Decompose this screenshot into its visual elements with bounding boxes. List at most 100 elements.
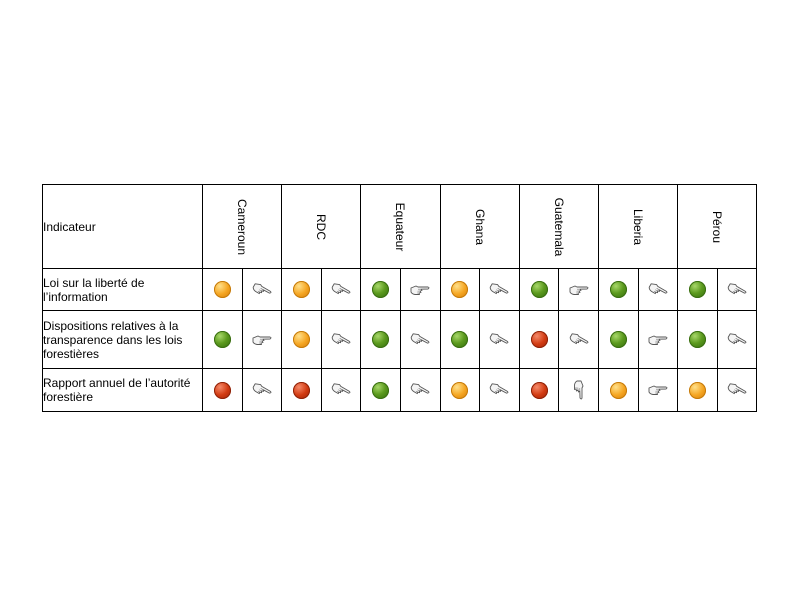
country-header-guatemala: Guatemala bbox=[518, 184, 599, 269]
table-row: Rapport annuel de l’autorité forestière bbox=[42, 368, 758, 412]
status-orange-dot-icon bbox=[292, 281, 310, 298]
trend-cell bbox=[399, 368, 441, 412]
status-green-dot-icon bbox=[688, 331, 706, 348]
country-label: Ghana bbox=[472, 208, 487, 245]
pointing-hand-icon bbox=[647, 280, 669, 300]
status-cell bbox=[202, 368, 243, 412]
country-header-rdc: RDC bbox=[281, 184, 362, 269]
pointing-hand-icon bbox=[568, 380, 590, 400]
pointing-hand-icon bbox=[568, 280, 590, 300]
status-green-dot-icon bbox=[688, 281, 706, 298]
trend-cell bbox=[558, 268, 599, 311]
status-cell bbox=[281, 268, 322, 311]
status-cell bbox=[281, 368, 322, 412]
status-green-dot-icon bbox=[609, 331, 627, 348]
pointing-hand-icon bbox=[726, 330, 748, 350]
table-row: Loi sur la liberté de l’information bbox=[42, 268, 758, 311]
status-cell bbox=[518, 268, 560, 311]
trend-cell bbox=[320, 368, 362, 412]
country-label: Liberia bbox=[631, 208, 646, 245]
trend-cell bbox=[637, 268, 679, 311]
status-cell bbox=[597, 368, 639, 412]
pointing-hand-icon bbox=[330, 380, 352, 400]
pointing-hand-icon bbox=[488, 280, 510, 300]
country-header-cameroun: Cameroun bbox=[201, 184, 283, 269]
pointing-hand-icon bbox=[251, 380, 273, 400]
status-cell bbox=[677, 268, 718, 311]
status-cell bbox=[597, 268, 639, 311]
country-label: Pérou bbox=[710, 210, 725, 243]
trend-cell bbox=[399, 268, 441, 311]
status-green-dot-icon bbox=[530, 281, 548, 298]
pointing-hand-icon bbox=[488, 380, 510, 400]
status-cell bbox=[202, 268, 243, 311]
country-header-perou: Pérou bbox=[677, 184, 758, 269]
pointing-hand-icon bbox=[726, 280, 748, 300]
country-label: Guatemala bbox=[551, 197, 566, 256]
status-green-dot-icon bbox=[372, 381, 390, 399]
trend-cell bbox=[320, 310, 362, 369]
status-orange-dot-icon bbox=[688, 381, 706, 399]
trend-cell bbox=[716, 268, 758, 311]
status-cell bbox=[439, 310, 481, 369]
status-orange-dot-icon bbox=[451, 381, 469, 399]
pointing-hand-icon bbox=[251, 280, 273, 300]
pointing-hand-icon bbox=[409, 380, 431, 400]
pointing-hand-icon bbox=[409, 280, 431, 300]
status-cell bbox=[518, 310, 560, 369]
pointing-hand-icon bbox=[409, 330, 431, 350]
trend-cell bbox=[558, 310, 599, 369]
status-orange-dot-icon bbox=[213, 281, 231, 298]
trend-cell bbox=[637, 368, 679, 412]
status-cell bbox=[677, 368, 718, 412]
country-label: Cameroun bbox=[235, 198, 250, 255]
trend-cell bbox=[558, 368, 599, 412]
status-green-dot-icon bbox=[451, 331, 469, 348]
status-red-dot-icon bbox=[292, 381, 310, 399]
status-orange-dot-icon bbox=[292, 331, 310, 348]
status-red-dot-icon bbox=[530, 331, 548, 348]
indicator-header: Indicateur bbox=[42, 184, 203, 269]
status-orange-dot-icon bbox=[451, 281, 469, 298]
status-green-dot-icon bbox=[372, 331, 390, 348]
row-indicator-label: Rapport annuel de l’autorité forestière bbox=[42, 368, 203, 412]
pointing-hand-icon bbox=[330, 280, 352, 300]
status-cell bbox=[360, 368, 401, 412]
status-cell bbox=[518, 368, 560, 412]
indicator-table: Indicateur Cameroun RDC Equateur Ghana G… bbox=[42, 184, 758, 412]
country-header-ghana: Ghana bbox=[439, 184, 520, 269]
country-header-equateur: Equateur bbox=[360, 184, 441, 269]
trend-cell bbox=[479, 368, 520, 412]
status-cell bbox=[597, 310, 639, 369]
trend-cell bbox=[716, 368, 758, 412]
status-orange-dot-icon bbox=[609, 381, 627, 399]
status-cell bbox=[439, 268, 481, 311]
status-red-dot-icon bbox=[530, 381, 548, 399]
table-body: Loi sur la liberté de l’information Dispo… bbox=[42, 268, 758, 412]
status-green-dot-icon bbox=[372, 281, 390, 298]
pointing-hand-icon bbox=[726, 380, 748, 400]
trend-cell bbox=[241, 368, 283, 412]
trend-cell bbox=[479, 310, 520, 369]
trend-cell bbox=[241, 310, 283, 369]
trend-cell bbox=[320, 268, 362, 311]
trend-cell bbox=[399, 310, 441, 369]
status-cell bbox=[360, 310, 401, 369]
status-cell bbox=[281, 310, 322, 369]
status-cell bbox=[202, 310, 243, 369]
trend-cell bbox=[241, 268, 283, 311]
country-label: RDC bbox=[314, 213, 329, 240]
status-green-dot-icon bbox=[213, 331, 231, 348]
row-indicator-label: Dispositions relatives à la transparence… bbox=[42, 310, 203, 369]
pointing-hand-icon bbox=[568, 330, 590, 350]
pointing-hand-icon bbox=[251, 330, 273, 350]
header-row: Indicateur Cameroun RDC Equateur Ghana G… bbox=[42, 184, 758, 269]
trend-cell bbox=[637, 310, 679, 369]
pointing-hand-icon bbox=[488, 330, 510, 350]
pointing-hand-icon bbox=[647, 330, 669, 350]
status-cell bbox=[439, 368, 481, 412]
status-cell bbox=[360, 268, 401, 311]
status-green-dot-icon bbox=[609, 281, 627, 298]
table-row: Dispositions relatives à la transparence… bbox=[42, 310, 758, 369]
